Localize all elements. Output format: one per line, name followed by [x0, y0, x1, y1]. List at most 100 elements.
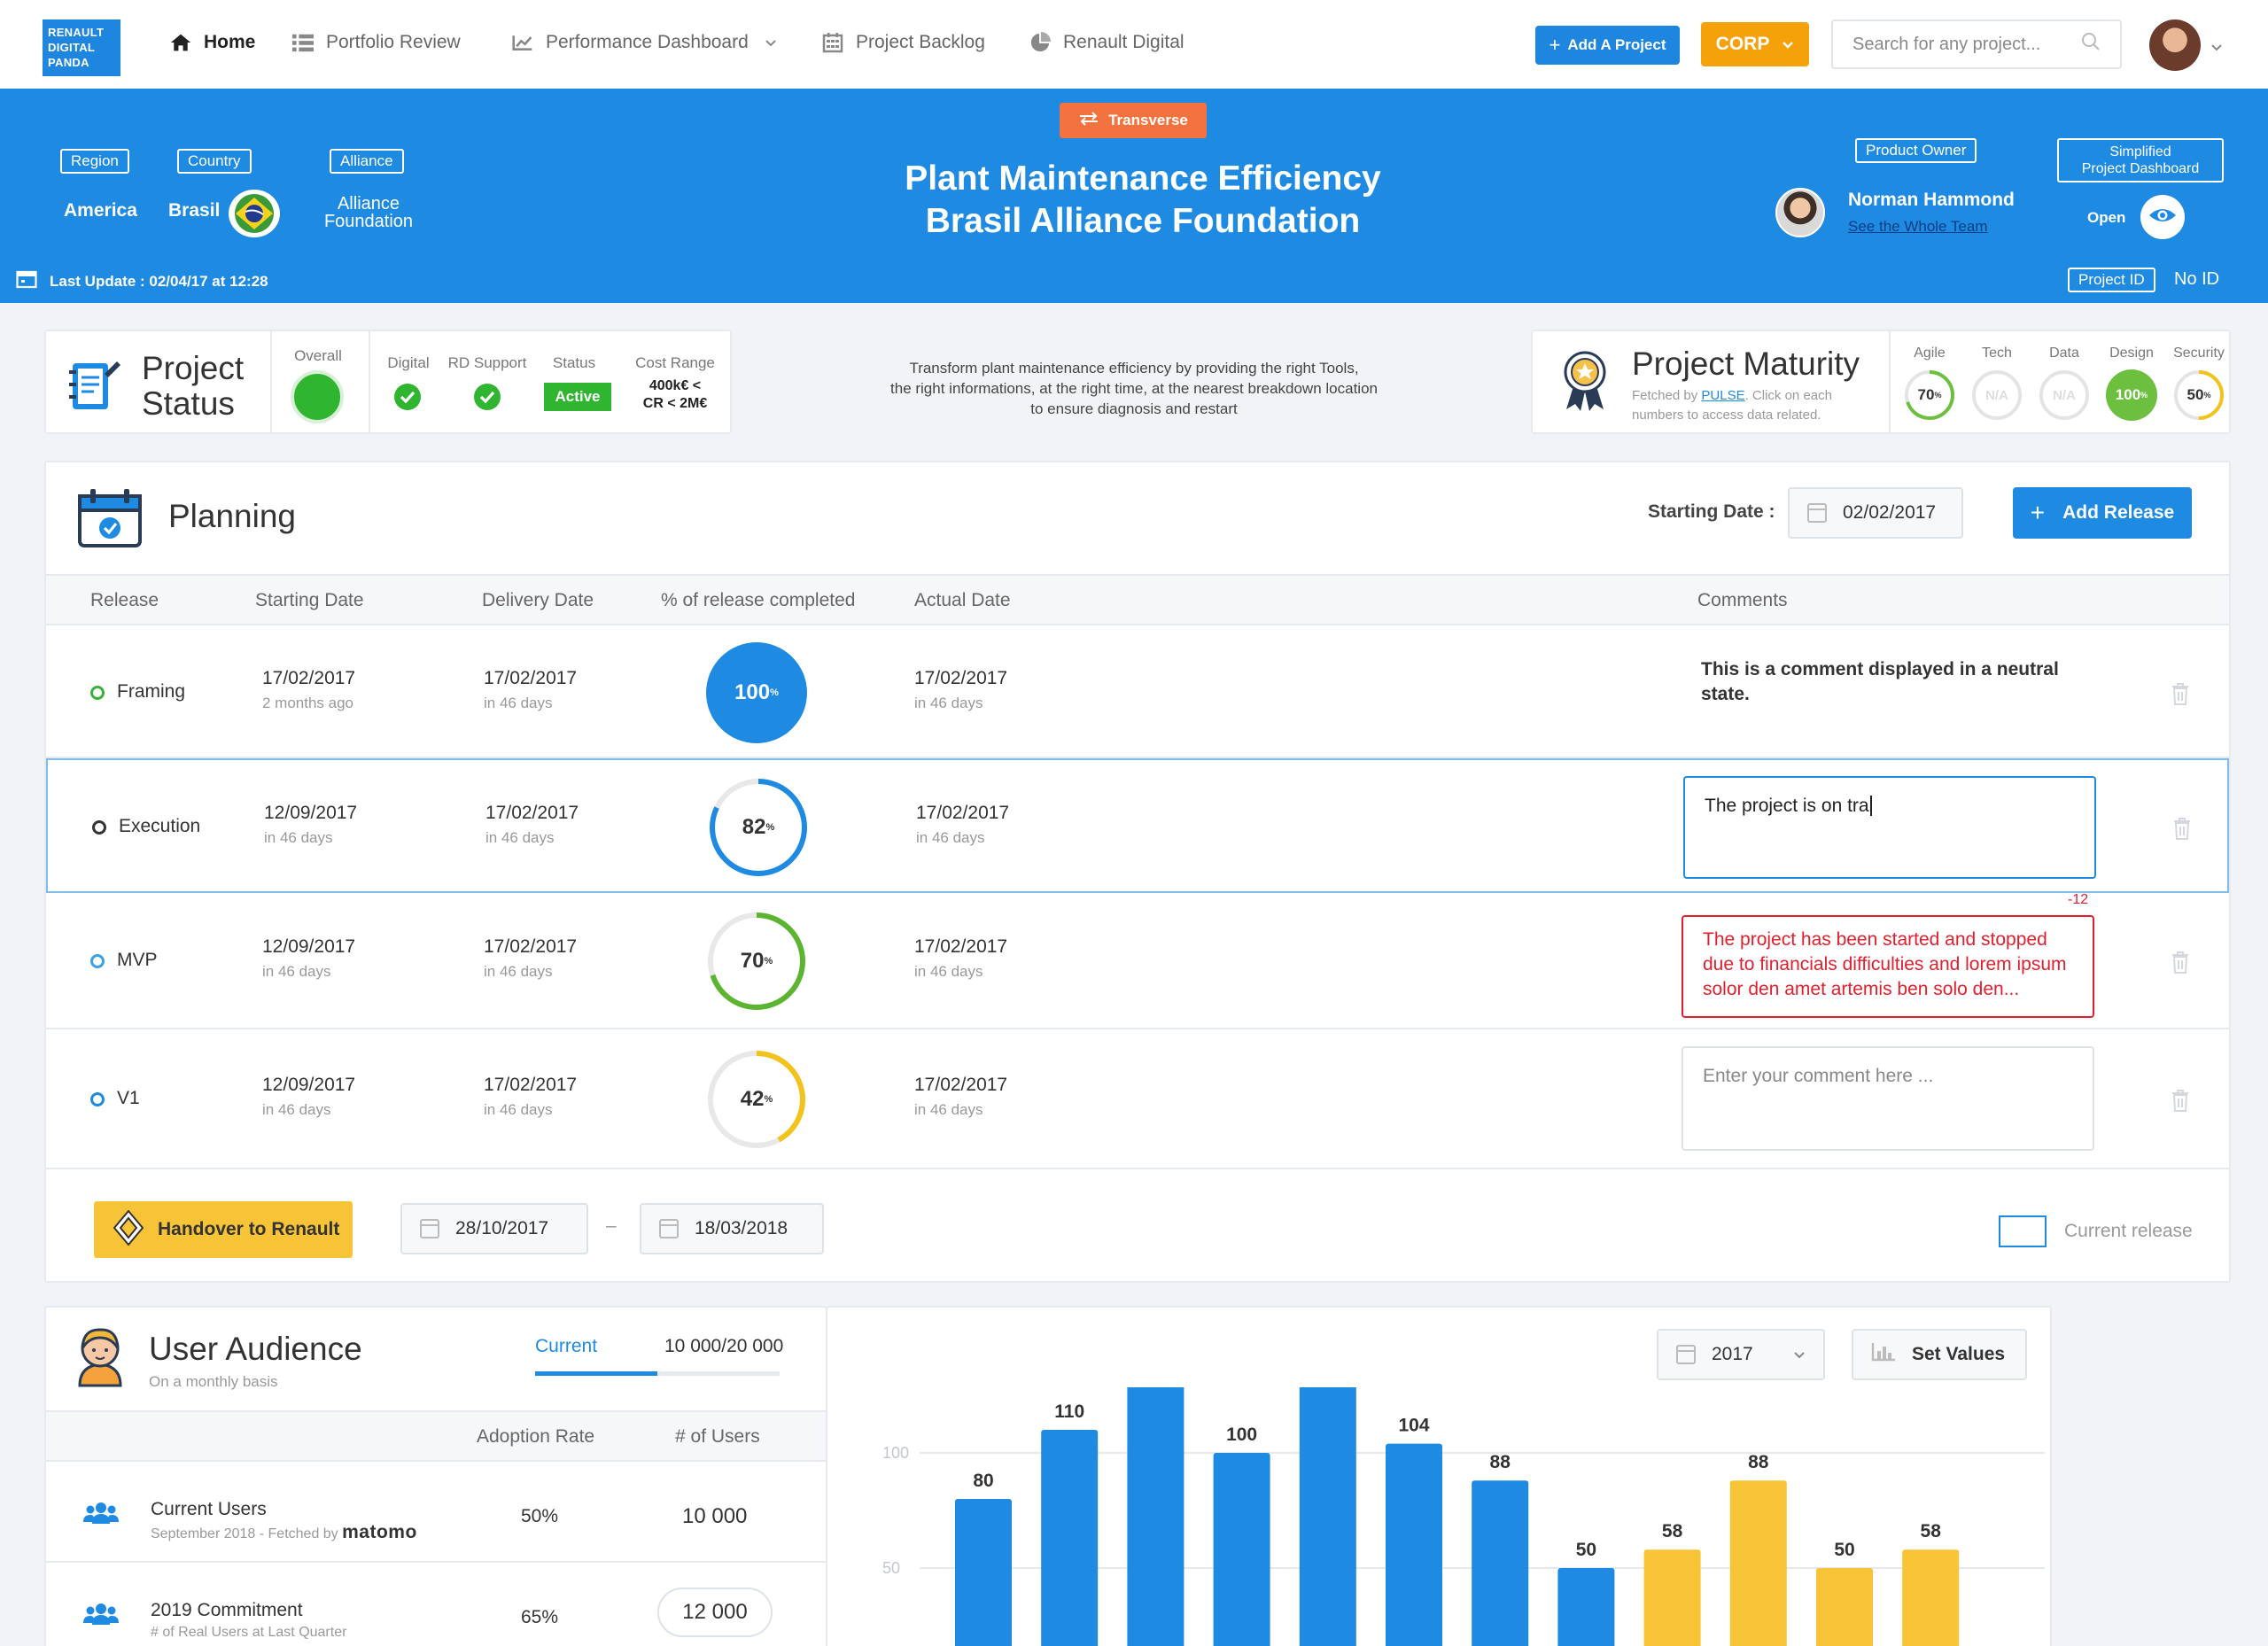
y-tick-label: 100	[882, 1444, 909, 1462]
start-date-relative: in 46 days	[264, 829, 333, 846]
comment-input[interactable]: Enter your comment here ...	[1682, 1046, 2094, 1151]
adoption-rate: 50%	[521, 1506, 559, 1526]
description-line: to ensure diagnosis and restart	[1030, 400, 1238, 417]
release-name: V1	[117, 1088, 140, 1108]
release-name: Execution	[119, 816, 201, 836]
year-select[interactable]: 2017	[1657, 1329, 1825, 1380]
bar	[1472, 1480, 1529, 1646]
chevron-down-icon[interactable]	[2210, 41, 2223, 57]
open-label: Open	[2087, 209, 2126, 226]
fetched-text: . Click on each	[1744, 388, 1832, 403]
delivery-date-relative: in 46 days	[485, 829, 555, 846]
release-row-framing[interactable]: Framing 17/02/2017 2 months ago 17/02/2017 i…	[46, 627, 2229, 758]
owner-name: Norman Hammond	[1848, 190, 2015, 210]
notebook-icon	[69, 358, 120, 417]
owner-avatar[interactable]	[1775, 188, 1825, 237]
project-status-title: Project Status	[142, 351, 244, 422]
maturity-label: Security	[2173, 346, 2225, 361]
column-header-start: Starting Date	[255, 590, 364, 610]
audience-title: User Audience	[149, 1331, 362, 1367]
see-team-link[interactable]: See the Whole Team	[1848, 218, 1988, 235]
maturity-score-tech[interactable]: N/A	[1970, 369, 2023, 422]
bar-value-label: 58	[1921, 1521, 1942, 1541]
commitment-users-input[interactable]: 12 000	[657, 1588, 773, 1637]
gauge-track	[2039, 370, 2089, 420]
maturity-score-agile[interactable]: 70%	[1903, 369, 1956, 422]
transverse-label: Transverse	[1108, 112, 1188, 128]
progress-arc	[708, 1051, 805, 1148]
release-row-execution[interactable]: Execution 12/09/2017 in 46 days 17/02/2017 i…	[46, 758, 2229, 893]
nav-item-home[interactable]: Home	[170, 32, 255, 53]
maturity-score-design[interactable]: 100%	[2105, 369, 2158, 422]
pulse-link[interactable]: PULSE	[1701, 388, 1745, 403]
title-line: Status	[142, 385, 235, 422]
handover-start-value: 28/10/2017	[455, 1218, 549, 1238]
trash-icon[interactable]	[2172, 817, 2192, 844]
audience-subtitle: On a monthly basis	[149, 1373, 278, 1390]
corp-dropdown[interactable]: CORP	[1701, 22, 1809, 66]
calendar-icon	[659, 1219, 679, 1238]
bar-value-label: 50	[1576, 1540, 1596, 1560]
handover-button[interactable]: Handover to Renault	[94, 1201, 353, 1258]
start-date-relative: in 46 days	[262, 963, 331, 980]
add-release-label: Add Release	[2062, 502, 2175, 523]
comment-input[interactable]: The project is on tra	[1683, 776, 2096, 879]
column-header-pct: % of release completed	[661, 590, 856, 610]
add-project-button[interactable]: + Add A Project	[1535, 26, 1680, 65]
planning-card: Planning Starting Date : 02/02/2017 + Ad…	[44, 461, 2231, 1283]
character-counter: -12	[2068, 892, 2089, 907]
adoption-rate: 65%	[521, 1607, 559, 1627]
bar-value-label: 58	[1662, 1521, 1683, 1541]
pie-chart-icon	[1029, 32, 1051, 52]
maturity-number: N/A	[1985, 387, 2008, 403]
bar	[1902, 1549, 1960, 1646]
bar	[1299, 1387, 1356, 1646]
actual-date: 17/02/2017	[916, 803, 1010, 823]
cost-range-value: 400k€ < CR < 2M€	[622, 377, 728, 413]
divider	[270, 331, 272, 434]
set-values-button[interactable]: Set Values	[1852, 1329, 2027, 1380]
divider	[1889, 331, 1891, 434]
column-header-delivery: Delivery Date	[482, 590, 594, 610]
nav-item-portfolio-review[interactable]: Portfolio Review	[292, 32, 461, 53]
starting-date-picker[interactable]: 02/02/2017	[1788, 487, 1963, 539]
comment-text[interactable]: This is a comment displayed in a neutral…	[1701, 659, 2059, 704]
maturity-value: 100%	[2105, 369, 2158, 422]
percent-sign: %	[764, 956, 773, 967]
release-name: Framing	[117, 681, 186, 702]
handover-start-date[interactable]: 28/10/2017	[400, 1203, 588, 1254]
starting-date-label: Starting Date :	[1648, 501, 1775, 522]
handover-label: Handover to Renault	[158, 1219, 340, 1239]
last-update: Last Update : 02/04/17 at 12:28	[16, 269, 268, 293]
open-dashboard-button[interactable]	[2140, 195, 2185, 239]
add-project-label: Add A Project	[1567, 36, 1666, 53]
release-row-mvp[interactable]: MVP 12/09/2017 in 46 days 17/02/2017 in 46 d…	[46, 892, 2229, 1029]
maturity-score-security[interactable]: 50%	[2172, 369, 2225, 422]
release-row-v1[interactable]: V1 12/09/2017 in 46 days 17/02/2017 in 46 da…	[46, 1029, 2229, 1169]
bar	[1386, 1443, 1442, 1646]
maturity-score-data[interactable]: N/A	[2038, 369, 2091, 422]
trash-icon[interactable]	[2171, 1089, 2190, 1116]
search-input[interactable]: Search for any project...	[1831, 19, 2122, 69]
add-release-button[interactable]: + Add Release	[2013, 487, 2192, 539]
release-name: MVP	[117, 950, 158, 970]
calendar-icon	[1676, 1345, 1696, 1364]
user-avatar[interactable]	[2149, 19, 2201, 71]
nav-item-renault-digital[interactable]: Renault Digital	[1029, 32, 1184, 53]
nav-item-performance-dashboard[interactable]: Performance Dashboard	[512, 32, 777, 53]
line-chart-icon	[512, 33, 533, 52]
alliance-value: Alliance Foundation	[317, 195, 420, 230]
app-logo[interactable]: RENAULT DIGITAL PANDA	[43, 19, 120, 76]
cost-range-label: Cost Range	[635, 354, 715, 371]
trash-icon[interactable]	[2171, 951, 2190, 978]
cost-line: CR < 2M€	[642, 396, 708, 411]
nav-item-project-backlog[interactable]: Project Backlog	[822, 32, 985, 53]
percent-sign: %	[764, 1094, 773, 1105]
handover-end-date[interactable]: 18/03/2018	[640, 1203, 824, 1254]
search-icon	[2081, 32, 2101, 57]
set-values-label: Set Values	[1912, 1344, 2006, 1364]
trash-icon[interactable]	[2171, 682, 2190, 710]
comment-input[interactable]: The project has been started and stopped…	[1682, 915, 2094, 1018]
maturity-value: N/A	[2038, 369, 2091, 422]
progress-label: 82%	[707, 776, 810, 879]
